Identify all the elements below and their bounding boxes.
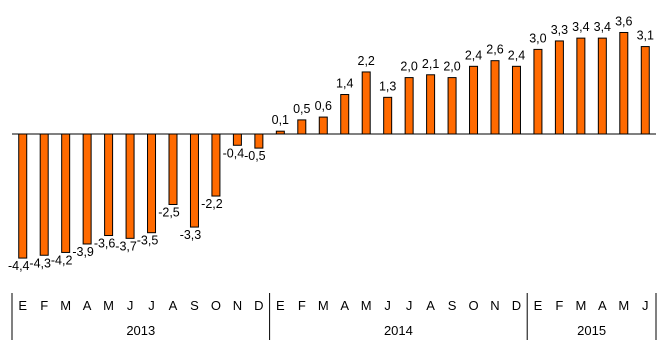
data-label-12: 0,1: [272, 113, 289, 127]
data-label-9: -2,2: [201, 197, 223, 211]
month-tick-label-24: E: [534, 298, 543, 313]
bar-5: [125, 133, 135, 239]
bar-14: [318, 116, 328, 135]
bar-23: [511, 65, 521, 135]
bar-16: [361, 71, 371, 135]
bar-19: [426, 74, 436, 135]
month-tick-label-14: M: [318, 298, 329, 313]
data-label-1: -4,3: [29, 256, 51, 270]
bars-group: [18, 31, 650, 259]
month-tick-label-13: F: [298, 298, 306, 313]
data-label-16: 2,2: [358, 54, 375, 68]
month-tick-label-8: S: [190, 298, 199, 313]
month-tick-label-10: N: [233, 298, 242, 313]
data-label-18: 2,0: [400, 60, 417, 74]
month-tick-label-21: O: [468, 298, 478, 313]
year-label-2014: 2014: [384, 323, 413, 338]
bar-15: [340, 94, 350, 135]
month-tick-label-20: S: [448, 298, 457, 313]
data-label-6: -3,5: [137, 234, 159, 248]
bar-11: [254, 133, 264, 149]
data-label-23: 2,4: [508, 48, 525, 62]
data-label-5: -3,7: [115, 239, 137, 253]
bar-21: [469, 65, 479, 135]
data-label-22: 2,6: [486, 43, 503, 57]
month-tick-label-6: J: [148, 298, 155, 313]
data-label-21: 2,4: [465, 48, 482, 62]
month-tick-label-1: F: [40, 298, 48, 313]
bar-17: [383, 96, 393, 135]
month-tick-label-3: A: [83, 298, 92, 313]
data-label-25: 3,3: [551, 23, 568, 37]
month-tick-label-22: N: [490, 298, 499, 313]
month-tick-label-23: D: [512, 298, 521, 313]
bar-28: [619, 31, 629, 135]
data-label-2: -4,2: [51, 253, 73, 267]
bar-4: [104, 133, 114, 237]
year-label-2013: 2013: [126, 323, 155, 338]
data-label-7: -2,5: [158, 206, 180, 220]
data-label-27: 3,4: [594, 20, 611, 34]
data-label-10: -0,4: [223, 146, 245, 160]
data-label-24: 3,0: [529, 31, 546, 45]
month-tick-label-26: M: [575, 298, 586, 313]
data-label-13: 0,5: [293, 102, 310, 116]
data-label-17: 1,3: [379, 79, 396, 93]
data-label-14: 0,6: [315, 99, 332, 113]
data-label-3: -3,9: [72, 245, 94, 259]
month-tick-label-18: J: [406, 298, 413, 313]
data-label-4: -3,6: [94, 237, 116, 251]
month-tick-label-15: A: [340, 298, 349, 313]
bar-20: [447, 77, 457, 135]
data-label-8: -3,3: [180, 228, 202, 242]
bar-3: [82, 133, 92, 245]
month-tick-label-9: O: [211, 298, 221, 313]
month-tick-label-0: E: [18, 298, 27, 313]
year-label-2015: 2015: [577, 323, 606, 338]
month-tick-label-2: M: [60, 298, 71, 313]
month-tick-label-4: M: [103, 298, 114, 313]
bar-26: [576, 37, 586, 135]
month-tick-label-17: J: [384, 298, 391, 313]
month-tick-label-29: J: [642, 298, 649, 313]
bar-9: [211, 133, 221, 197]
bar-0: [18, 133, 28, 259]
data-label-19: 2,1: [422, 57, 439, 71]
bar-27: [597, 37, 607, 135]
bar-29: [640, 46, 650, 135]
month-tick-label-5: J: [127, 298, 134, 313]
data-label-29: 3,1: [637, 29, 654, 43]
bar-2: [61, 133, 71, 253]
bar-18: [404, 77, 414, 135]
data-label-0: -4,4: [8, 259, 30, 273]
month-tick-label-19: A: [426, 298, 435, 313]
month-tick-label-7: A: [169, 298, 178, 313]
bar-6: [147, 133, 157, 234]
month-tick-label-12: E: [276, 298, 285, 313]
bar-10: [232, 133, 242, 146]
month-tick-label-28: M: [618, 298, 629, 313]
bar-24: [533, 48, 543, 135]
bar-13: [297, 119, 307, 135]
bar-22: [490, 60, 500, 135]
month-tick-label-27: A: [598, 298, 607, 313]
data-labels-group: -4,4 -4,3 -4,2-3,9-3,6 -3,7 -3,5 -2,5-3,3 -2,2…: [8, 14, 654, 273]
bar-1: [39, 133, 49, 256]
month-tick-label-11: D: [254, 298, 263, 313]
bar-25: [554, 40, 564, 135]
data-label-26: 3,4: [572, 20, 589, 34]
bar-8: [189, 133, 199, 228]
data-label-15: 1,4: [336, 77, 353, 91]
bar-7: [168, 133, 178, 205]
data-label-28: 3,6: [615, 14, 632, 28]
data-label-11: -0,5: [244, 149, 266, 163]
data-label-20: 2,0: [443, 60, 460, 74]
month-tick-label-16: M: [361, 298, 372, 313]
month-tick-label-25: F: [555, 298, 563, 313]
